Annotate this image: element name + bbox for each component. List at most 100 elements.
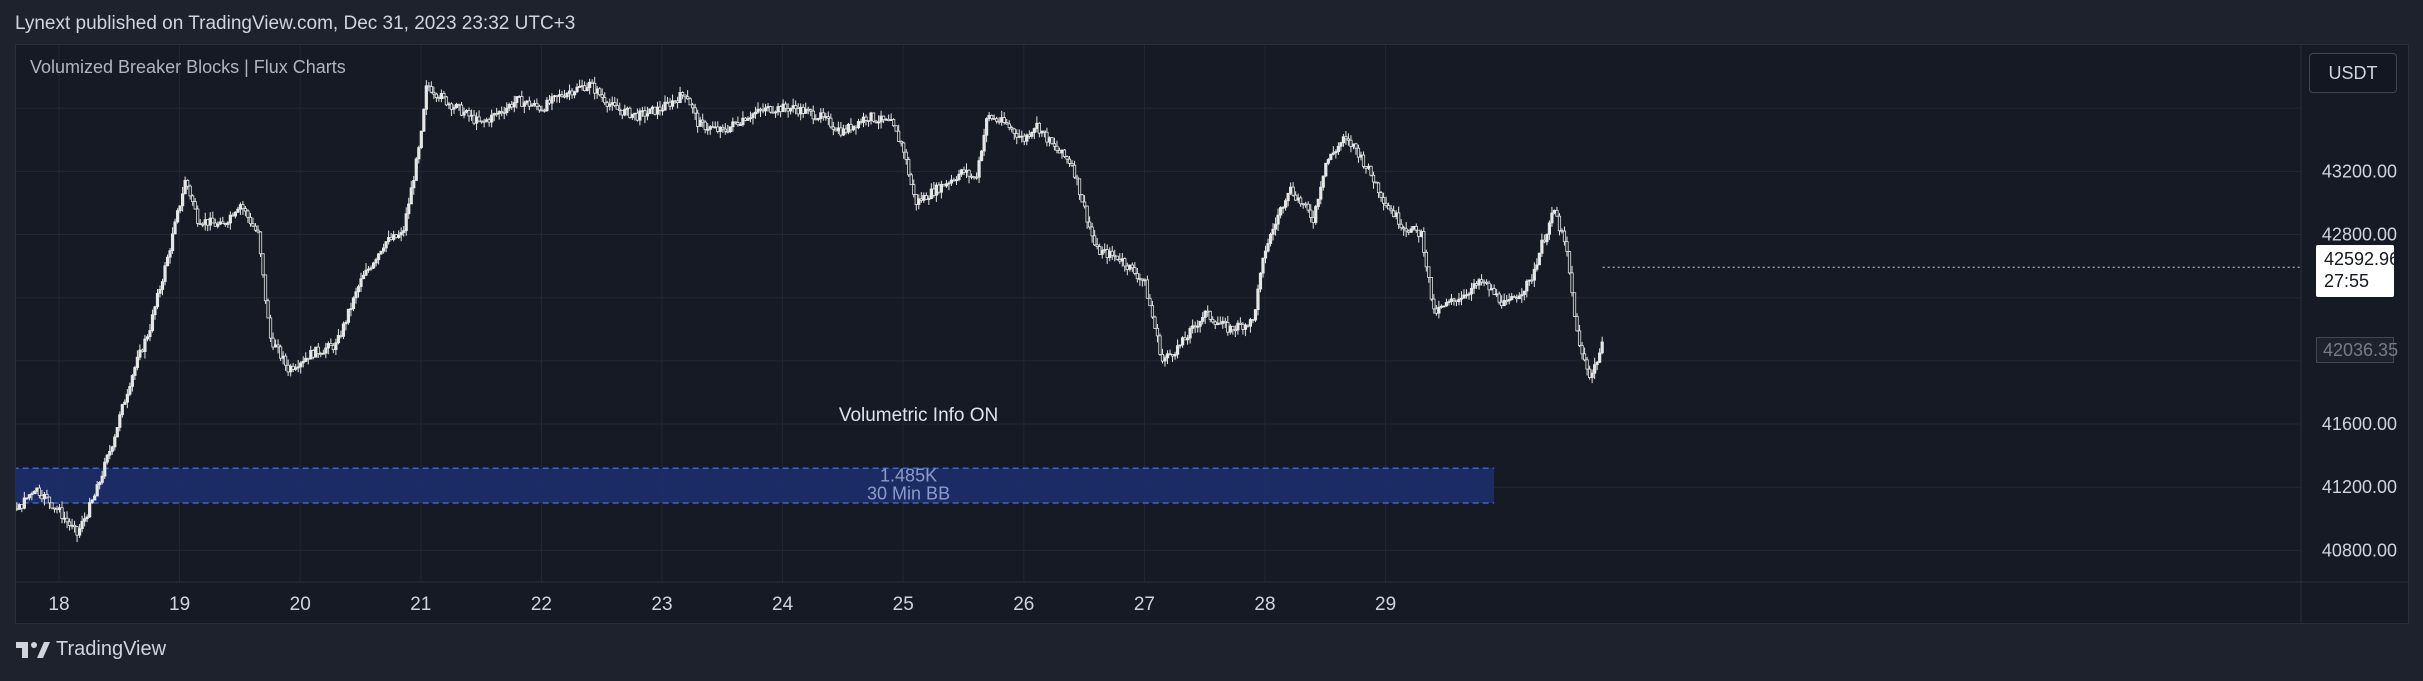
candle-body <box>1555 209 1559 217</box>
candle-body <box>871 112 876 122</box>
candle-body <box>912 184 916 195</box>
candle-body <box>1045 131 1049 143</box>
candle-body <box>1530 279 1534 282</box>
candle-body <box>1032 128 1036 133</box>
candle-body <box>1208 310 1212 320</box>
candle-body <box>331 344 335 350</box>
candle-body <box>899 141 903 144</box>
candle-body <box>736 122 740 126</box>
candle-body <box>409 187 413 205</box>
candle-body <box>1454 299 1459 303</box>
candle-body <box>326 343 330 349</box>
candle-body <box>1547 222 1552 235</box>
candle-body <box>985 118 989 136</box>
candle-body <box>562 95 567 98</box>
candle-body <box>324 347 328 354</box>
candle-body <box>389 237 393 240</box>
candle-body <box>1158 335 1162 355</box>
candle-body <box>1221 320 1225 324</box>
candle-body <box>404 213 408 232</box>
candle-body <box>1575 316 1579 332</box>
candle-body <box>547 99 552 104</box>
candle-body <box>924 195 928 200</box>
candle-body <box>1417 229 1421 237</box>
chart-frame[interactable]: 40800.00 41200.00 41600.00 42800.00 43200.00… <box>15 44 2409 624</box>
candle-body <box>241 204 245 209</box>
candle-body <box>577 86 582 88</box>
candle-body <box>929 188 933 199</box>
candle-body <box>1256 288 1260 311</box>
candle-body <box>919 198 923 201</box>
candle-body <box>977 160 981 178</box>
candle-body <box>376 253 381 260</box>
candle-body <box>490 114 494 123</box>
candle-body <box>1000 117 1004 123</box>
candle-body <box>753 111 758 115</box>
candle-body <box>341 323 346 337</box>
candle-body <box>402 230 406 233</box>
candle-body <box>721 126 725 130</box>
candle-body <box>188 185 192 197</box>
candle-body <box>1133 267 1137 274</box>
x-tick-label: 21 <box>410 594 431 615</box>
candle-body <box>175 210 180 223</box>
candle-body <box>35 487 39 492</box>
candle-body <box>555 95 559 98</box>
candle-body <box>1427 266 1431 278</box>
candle-body <box>1485 281 1489 284</box>
candle-body <box>93 495 97 501</box>
candle-body <box>525 100 529 104</box>
candle-body <box>186 179 190 187</box>
candle-body <box>997 120 1001 123</box>
candle-body <box>1243 324 1248 330</box>
candle-body <box>949 179 954 184</box>
candle-body <box>138 349 142 358</box>
candle-body <box>75 526 79 536</box>
candle-body <box>1186 337 1190 341</box>
candle-body <box>356 286 361 293</box>
candle-body <box>123 401 127 405</box>
candle-body <box>990 114 994 120</box>
candle-body <box>768 106 773 113</box>
candle-body <box>1231 325 1235 331</box>
candle-body <box>113 436 117 448</box>
candle-body <box>1291 186 1295 196</box>
candle-body <box>1582 353 1587 361</box>
candle-body <box>1392 210 1396 217</box>
candle-body <box>1258 272 1263 290</box>
candlestick-chart[interactable]: 40800.00 41200.00 41600.00 42800.00 43200.00… <box>16 45 2409 624</box>
candle-body <box>1404 228 1408 232</box>
candle-body <box>1075 176 1079 180</box>
candle-body <box>701 119 705 123</box>
currency-label: USDT <box>2328 62 2378 83</box>
candle-body <box>1236 322 1240 331</box>
candle-body <box>497 111 501 115</box>
candle-body <box>1447 301 1451 303</box>
candle-body <box>922 195 926 201</box>
candle-body <box>954 179 959 182</box>
candle-body <box>585 87 589 92</box>
candle-body <box>50 502 54 509</box>
currency-button[interactable]: USDT <box>2309 53 2397 93</box>
candle-body <box>1278 207 1283 216</box>
candle-body <box>507 103 511 109</box>
candle-body <box>361 274 366 280</box>
candle-body <box>1364 165 1368 169</box>
candle-body <box>635 112 639 121</box>
candle-body <box>500 111 504 113</box>
candle-body <box>794 105 798 110</box>
tradingview-brand[interactable]: TradingView <box>14 638 166 661</box>
candle-body <box>256 229 260 233</box>
candle-body <box>939 183 943 193</box>
candle-body <box>1296 197 1300 201</box>
indicator-title[interactable]: Volumized Breaker Blocks | Flux Charts <box>30 57 346 77</box>
candle-body <box>1113 254 1117 257</box>
x-tick-label: 25 <box>893 594 914 615</box>
candle-body <box>429 86 433 93</box>
candle-body <box>55 507 59 510</box>
candle-body <box>932 188 936 196</box>
candle-body <box>492 113 496 116</box>
candle-body <box>1316 198 1320 207</box>
candle-body <box>550 96 554 104</box>
x-tick-label: 23 <box>651 594 672 615</box>
